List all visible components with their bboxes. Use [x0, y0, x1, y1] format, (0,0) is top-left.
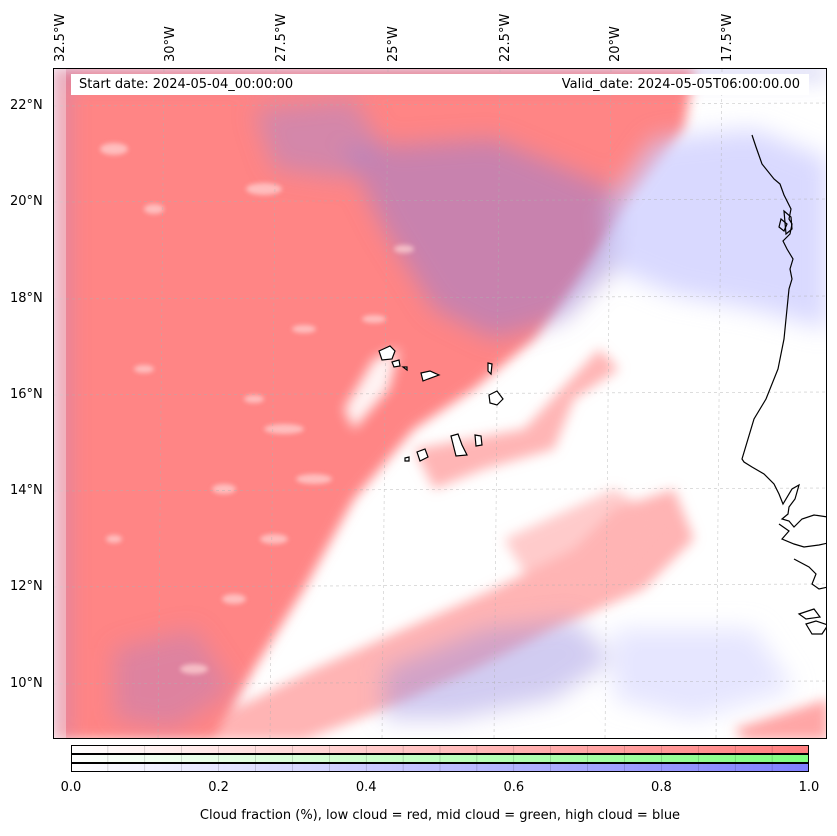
lon-label-30w: 30°W [163, 26, 178, 62]
lat-label-22n: 22°N [10, 98, 43, 113]
lat-label-20n: 20°N [10, 194, 43, 209]
gridlines [54, 69, 826, 738]
lon-label-17-5w: 17.5°W [720, 13, 735, 62]
island-boa-vista [488, 390, 504, 406]
colorbar-tick-0-4: 0.4 [355, 780, 377, 795]
cloud-fraction-map[interactable] [53, 68, 827, 739]
lat-label-16n: 16°N [10, 387, 43, 402]
colorbar-tick-0: 0.0 [60, 780, 82, 795]
island-santiago [450, 433, 468, 457]
cloud-streaks [100, 143, 414, 674]
african-coastline [741, 134, 826, 635]
island-maio [474, 434, 483, 447]
map-canvas [54, 69, 826, 738]
colorbar-tick-0-2: 0.2 [208, 780, 229, 795]
map-edge-strip [54, 69, 66, 738]
colorbar-high-cloud [71, 763, 809, 772]
colorbar-level-lines [107, 745, 773, 772]
start-date-label: Start date: 2024-05-04_00:00:00 [79, 77, 294, 92]
island-sal [487, 362, 493, 376]
lon-label-25w: 25°W [386, 26, 401, 62]
colorbar-tick-1: 1.0 [798, 780, 820, 795]
valid-date-label: Valid_date: 2024-05-05T06:00:00.00 [561, 77, 800, 92]
lat-label-10n: 10°N [10, 676, 43, 691]
lat-label-18n: 18°N [10, 291, 43, 306]
island-santa-luzia [401, 366, 408, 372]
island-sao-vicente [391, 359, 401, 368]
date-banner [71, 74, 809, 95]
lat-label-14n: 14°N [10, 483, 43, 498]
high-cloud-layer [54, 69, 826, 738]
lon-label-20w: 20°W [608, 26, 623, 62]
island-santo-antao [378, 345, 396, 361]
colorbar-mid-cloud [71, 754, 809, 763]
island-sao-nicolau [420, 370, 441, 382]
colorbar-tick-0-6: 0.6 [503, 780, 525, 795]
lon-label-32-5w: 32.5°W [53, 13, 68, 62]
colorbar-tick-0-8: 0.8 [651, 780, 672, 795]
lon-label-27-5w: 27.5°W [274, 13, 289, 62]
lon-label-22-5w: 22.5°W [498, 13, 513, 62]
island-brava [404, 456, 410, 462]
colorbar [71, 745, 809, 772]
island-fogo [416, 448, 429, 462]
cape-verde-islands [378, 345, 504, 462]
colorbar-title: Cloud fraction (%), low cloud = red, mid… [199, 808, 681, 823]
colorbar-low-cloud [71, 745, 809, 754]
lat-label-12n: 12°N [10, 579, 43, 594]
